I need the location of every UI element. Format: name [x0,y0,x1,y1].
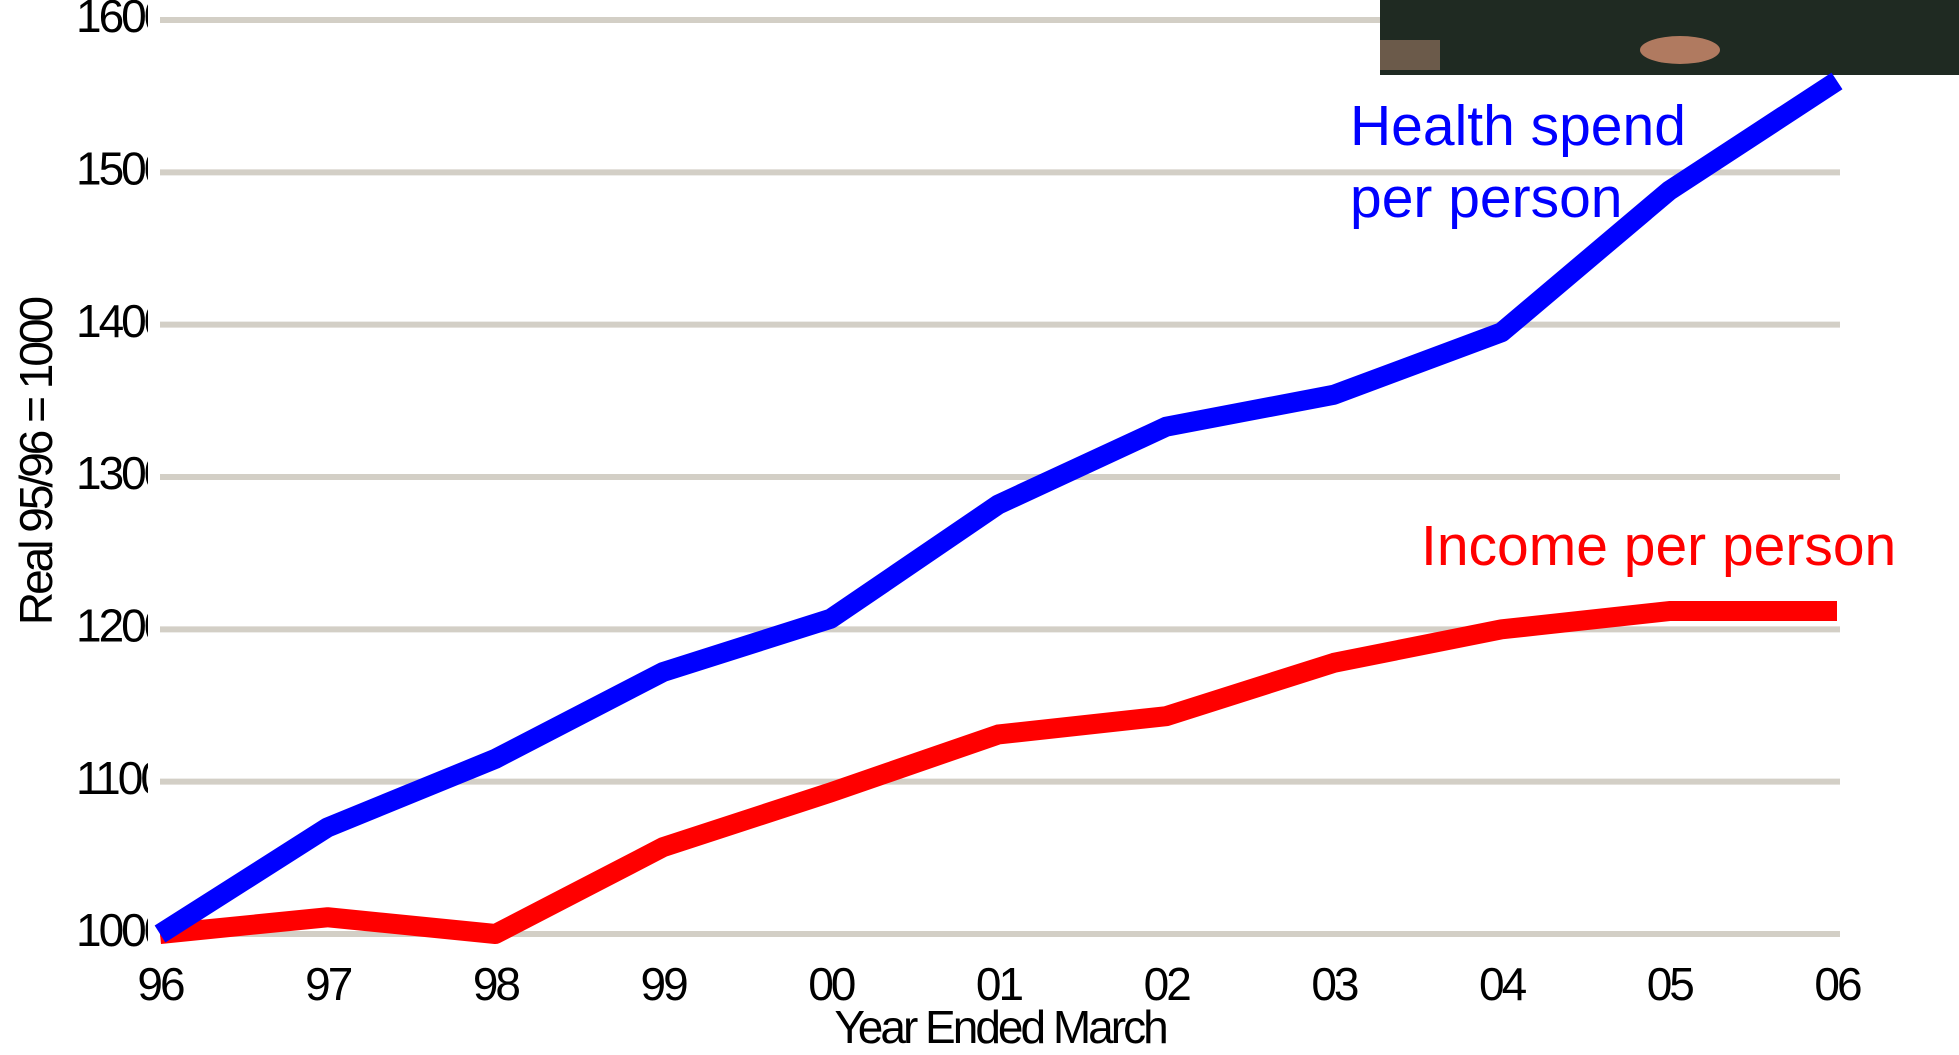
series-line [154,72,1843,943]
y-tick-label: 1000 [76,904,168,956]
y-tick-label: 1600 [76,0,168,42]
x-tick-label: 99 [641,958,688,1010]
x-tick-label: 01 [976,958,1023,1010]
x-tick-label: 02 [1144,958,1191,1010]
y-tick-label: 1500 [76,142,168,194]
series-line [159,601,1837,944]
x-tick-label: 03 [1311,958,1358,1010]
y-ticks: 1000 1100 1200 1300 1400 1500 1600 [76,0,168,956]
photo-detail [1380,40,1440,70]
series-label: Health spend per person [1350,94,1686,230]
y-tick-label: 1300 [76,447,168,499]
lines [154,72,1843,944]
y-tick-label: 1100 [76,752,164,804]
x-tick-label: 00 [808,958,855,1010]
series-label: Income per person [1421,514,1897,578]
y-axis-title: Real 95/96 = 1000 [10,297,62,625]
x-tick-label: 98 [473,958,520,1010]
photo-hand [1640,36,1720,64]
x-axis-title: Year Ended March [834,1001,1166,1053]
x-tick-label: 05 [1647,958,1694,1010]
x-tick-label: 96 [137,958,184,1010]
x-tick-label: 04 [1479,958,1527,1010]
y-tick-label: 1400 [76,295,168,347]
x-tick-label: 06 [1814,958,1861,1010]
x-ticks: 96 97 98 99 00 01 02 03 04 05 06 [137,958,1864,1010]
x-tick-label: 97 [305,958,352,1010]
y-tick-label: 1200 [76,599,168,651]
